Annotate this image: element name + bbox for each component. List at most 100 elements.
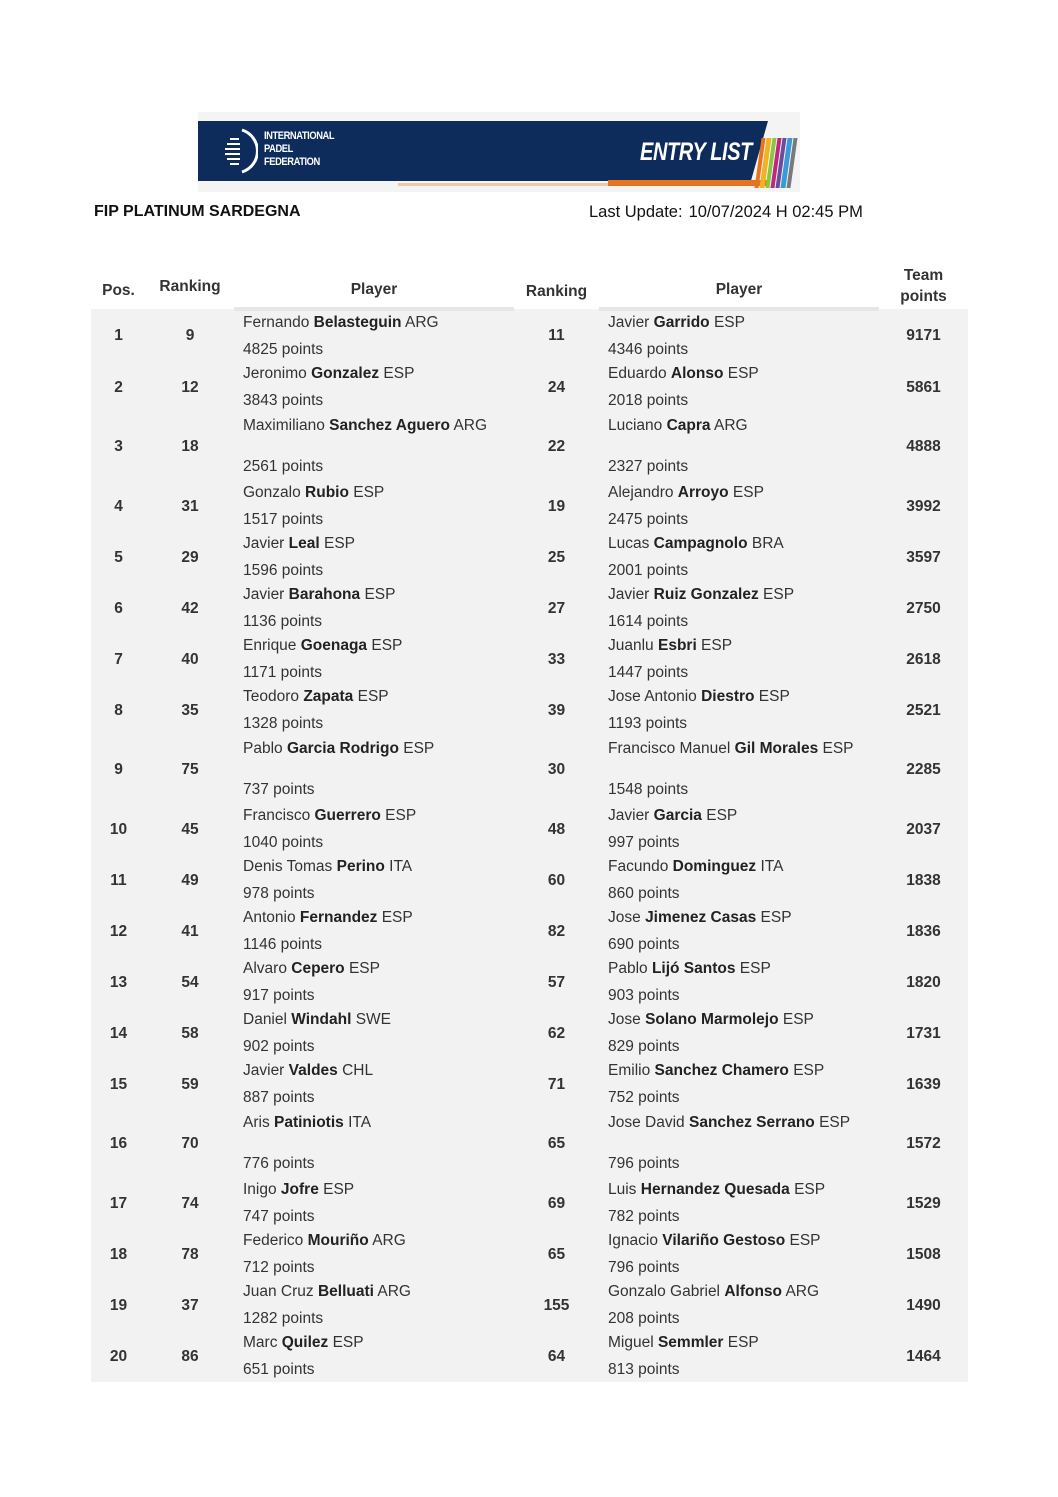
player-country: ESP (785, 1232, 821, 1249)
player-name: Inigo Jofre ESP (243, 1181, 355, 1198)
table-row: 3 18 Maximiliano Sanchez Aguero ARG 2561 po… (91, 413, 968, 481)
player-country: ITA (384, 858, 413, 875)
player-2: Facundo Dominguez ITA 860 points (599, 855, 879, 906)
player-country: ESP (380, 807, 417, 824)
player-1: Javier Valdes CHL 887 points (234, 1059, 514, 1110)
position: 6 (91, 583, 146, 634)
ranking-2: 64 (514, 1331, 599, 1382)
player-name: Javier Garrido ESP (608, 314, 745, 331)
player-name: Javier Ruiz Gonzalez ESP (608, 586, 795, 603)
player-1: Gonzalo Rubio ESP 1517 points (234, 481, 514, 532)
player-name: Antonio Fernandez ESP (243, 909, 413, 926)
player-surname: Perino (336, 858, 385, 875)
player-surname: Goenaga (300, 637, 368, 654)
player-1: Antonio Fernandez ESP 1146 points (234, 906, 514, 957)
player-surname: Garcia (653, 807, 702, 824)
player-name: Luis Hernandez Quesada ESP (608, 1181, 826, 1198)
player-surname: Hernandez Quesada (640, 1181, 790, 1198)
position: 4 (91, 481, 146, 532)
player-name: Marc Quilez ESP (243, 1334, 364, 1351)
player-name: Federico Mouriño ARG (243, 1232, 406, 1249)
player-surname: Rubio (305, 484, 349, 501)
player-points: 3843 points (243, 392, 324, 409)
ranking-2: 48 (514, 804, 599, 855)
player-name: Jose Jimenez Casas ESP (608, 909, 792, 926)
team-points: 2618 (879, 634, 968, 685)
player-points: 796 points (608, 1259, 680, 1276)
player-country: ESP (728, 484, 764, 501)
position: 19 (91, 1280, 146, 1331)
header-ranking-1: Ranking (146, 252, 234, 309)
player-1: Jeronimo Gonzalez ESP 3843 points (234, 362, 514, 413)
player-1: Alvaro Cepero ESP 917 points (234, 957, 514, 1008)
player-2: Javier Garrido ESP 4346 points (599, 309, 879, 362)
team-points: 1820 (879, 957, 968, 1008)
team-points: 2521 (879, 685, 968, 736)
player-points: 2327 points (608, 458, 689, 475)
fip-logo-icon (225, 128, 258, 174)
player-surname: Belasteguin (313, 314, 402, 331)
player-country: ESP (709, 314, 745, 331)
player-surname: Esbri (657, 637, 697, 654)
ranking-2: 25 (514, 532, 599, 583)
player-2: Francisco Manuel Gil Morales ESP 1548 poi… (599, 736, 879, 804)
table-row: 10 45 Francisco Guerrero ESP 1040 points 48 J… (91, 804, 968, 855)
table-row: 16 70 Aris Patiniotis ITA 776 points 65 Jose … (91, 1110, 968, 1178)
player-country: ESP (348, 484, 385, 501)
player-points: 903 points (608, 987, 680, 1004)
player-name: Ignacio Vilariño Gestoso ESP (608, 1232, 821, 1249)
table-row: 8 35 Teodoro Zapata ESP 1328 points 39 Jose A… (91, 685, 968, 736)
ranking-2: 62 (514, 1008, 599, 1059)
player-1: Inigo Jofre ESP 747 points (234, 1178, 514, 1229)
player-points: 1040 points (243, 834, 324, 851)
player-surname: Sanchez Aguero (329, 417, 451, 434)
player-points: 2475 points (608, 511, 689, 528)
player-surname: Alfonso (724, 1283, 782, 1300)
player-1: Teodoro Zapata ESP 1328 points (234, 685, 514, 736)
player-country: ESP (398, 740, 435, 757)
player-points: 1447 points (608, 664, 689, 681)
player-name: Eduardo Alonso ESP (608, 365, 759, 382)
banner-title: ENTRY LIST (640, 138, 752, 166)
player-name: Francisco Manuel Gil Morales ESP (608, 740, 854, 757)
player-surname: Arroyo (677, 484, 729, 501)
ranking-1: 29 (146, 532, 234, 583)
player-points: 887 points (243, 1089, 315, 1106)
ranking-2: 71 (514, 1059, 599, 1110)
header-team-points: Team points (879, 252, 968, 309)
player-country: ESP (353, 688, 389, 705)
player-country: ESP (735, 960, 771, 977)
team-points: 1464 (879, 1331, 968, 1382)
player-points: 1193 points (608, 715, 687, 732)
player-surname: Sanchez Serrano (688, 1114, 815, 1131)
position: 2 (91, 362, 146, 413)
player-surname: Garcia Rodrigo (286, 740, 399, 757)
player-name: Miguel Semmler ESP (608, 1334, 759, 1351)
player-country: ESP (788, 1062, 825, 1079)
player-1: Aris Patiniotis ITA 776 points (234, 1110, 514, 1178)
player-surname: Gonzalez (311, 365, 380, 382)
team-points: 1838 (879, 855, 968, 906)
team-points: 1639 (879, 1059, 968, 1110)
ranking-1: 74 (146, 1178, 234, 1229)
ranking-2: 60 (514, 855, 599, 906)
player-surname: Belluati (317, 1283, 374, 1300)
player-points: 1614 points (608, 613, 689, 630)
table-row: 11 49 Denis Tomas Perino ITA 978 points 60 Fa… (91, 855, 968, 906)
ranking-1: 86 (146, 1331, 234, 1382)
table-row: 13 54 Alvaro Cepero ESP 917 points 57 Pablo L… (91, 957, 968, 1008)
player-name: Enrique Goenaga ESP (243, 637, 403, 654)
ranking-1: 54 (146, 957, 234, 1008)
player-points: 776 points (243, 1155, 315, 1172)
player-points: 737 points (243, 781, 315, 798)
table-row: 14 58 Daniel Windahl SWE 902 points 62 Jose S… (91, 1008, 968, 1059)
ranking-2: 39 (514, 685, 599, 736)
player-surname: Capra (666, 417, 711, 434)
player-2: Alejandro Arroyo ESP 2475 points (599, 481, 879, 532)
player-country: ESP (754, 688, 790, 705)
player-1: Denis Tomas Perino ITA 978 points (234, 855, 514, 906)
player-points: 902 points (243, 1038, 315, 1055)
player-country: ARG (368, 1232, 406, 1249)
player-name: Daniel Windahl SWE (243, 1011, 392, 1028)
ranking-2: 69 (514, 1178, 599, 1229)
